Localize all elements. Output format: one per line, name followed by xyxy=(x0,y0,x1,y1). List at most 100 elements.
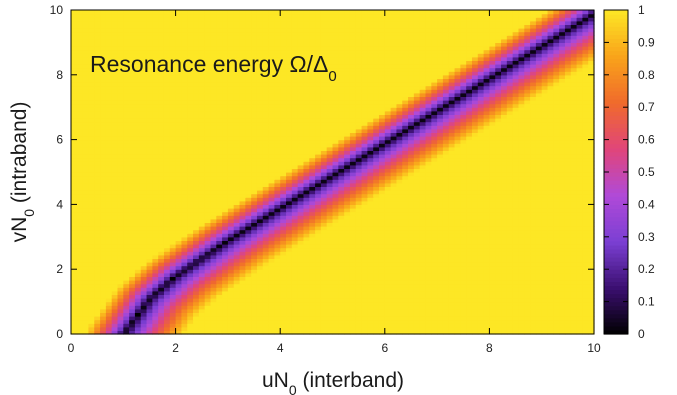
heatmap-cell xyxy=(222,276,229,281)
heatmap-cell xyxy=(262,276,270,281)
heatmap-cell xyxy=(152,301,159,306)
heatmap-cell xyxy=(390,211,398,216)
heatmap-cell xyxy=(239,258,246,263)
heatmap-cell xyxy=(111,186,119,191)
heatmap-cell xyxy=(198,146,206,151)
heatmap-cell xyxy=(82,150,90,155)
heatmap-cell xyxy=(94,193,101,198)
heatmap-cell xyxy=(326,280,334,285)
heatmap-cell xyxy=(111,316,119,321)
heatmap-cell xyxy=(262,251,270,256)
heatmap-cell xyxy=(193,244,200,249)
heatmap-cell xyxy=(134,308,142,313)
heatmap-cell xyxy=(506,200,514,205)
heatmap-cell xyxy=(535,139,543,144)
heatmap-cell xyxy=(268,222,275,227)
heatmap-cell xyxy=(361,161,368,166)
heatmap-cell xyxy=(146,172,153,177)
heatmap-cell xyxy=(169,258,177,263)
heatmap-cell xyxy=(210,154,217,159)
heatmap-cell xyxy=(262,226,270,231)
heatmap-cell xyxy=(460,168,467,173)
heatmap-cell xyxy=(570,240,578,245)
heatmap-cell xyxy=(466,262,473,267)
heatmap-cell xyxy=(582,240,589,245)
heatmap-cell xyxy=(320,204,328,209)
heatmap-cell xyxy=(559,240,566,245)
heatmap-cell xyxy=(152,182,159,187)
heatmap-cell xyxy=(396,305,403,310)
heatmap-cell xyxy=(425,218,432,223)
heatmap-cell xyxy=(227,330,235,335)
heatmap-cell xyxy=(466,164,473,169)
heatmap-cell xyxy=(524,276,531,281)
heatmap-cell xyxy=(82,154,90,159)
heatmap-cell xyxy=(297,251,305,256)
heatmap-cell xyxy=(506,190,514,195)
heatmap-cell xyxy=(512,143,520,148)
heatmap-cell xyxy=(187,254,194,259)
heatmap-cell xyxy=(483,308,490,313)
heatmap-cell xyxy=(175,233,183,238)
heatmap-cell xyxy=(361,244,368,249)
heatmap-cell xyxy=(483,136,490,141)
heatmap-cell xyxy=(82,276,90,281)
heatmap-cell xyxy=(268,316,275,321)
heatmap-cell xyxy=(501,254,508,259)
heatmap-cell xyxy=(204,208,212,213)
heatmap-cell xyxy=(530,197,537,202)
heatmap-cell xyxy=(274,251,281,256)
heatmap-cell xyxy=(402,326,409,331)
heatmap-cell xyxy=(425,247,432,252)
heatmap-cell xyxy=(460,172,467,177)
heatmap-cell xyxy=(140,168,148,173)
heatmap-cell xyxy=(245,222,252,227)
heatmap-cell xyxy=(88,240,95,245)
heatmap-cell xyxy=(483,215,490,220)
heatmap-cell xyxy=(378,301,386,306)
heatmap-cell xyxy=(477,229,485,234)
heatmap-cell xyxy=(286,294,293,299)
heatmap-cell xyxy=(431,283,438,288)
heatmap-cell xyxy=(466,215,473,220)
heatmap-cell xyxy=(530,294,537,299)
heatmap-cell xyxy=(71,305,78,310)
heatmap-cell xyxy=(582,179,589,184)
heatmap-cell xyxy=(309,330,316,335)
heatmap-cell xyxy=(495,233,502,238)
heatmap-cell xyxy=(251,262,258,267)
heatmap-cell xyxy=(210,172,217,177)
heatmap-cell xyxy=(158,208,165,213)
heatmap-cell xyxy=(588,254,595,259)
heatmap-cell xyxy=(88,265,95,270)
heatmap-cell xyxy=(187,157,194,162)
heatmap-cell xyxy=(495,150,502,155)
heatmap-cell xyxy=(535,319,543,324)
heatmap-cell xyxy=(76,251,84,256)
heatmap-cell xyxy=(320,330,328,335)
heatmap-cell xyxy=(518,154,525,159)
heatmap-cell xyxy=(297,294,305,299)
heatmap-cell xyxy=(390,222,398,227)
heatmap-cell xyxy=(198,157,206,162)
heatmap-cell xyxy=(286,258,293,263)
heatmap-cell xyxy=(541,229,549,234)
heatmap-cell xyxy=(303,218,310,223)
heatmap-cell xyxy=(402,269,409,274)
heatmap-cell xyxy=(355,150,363,155)
heatmap-cell xyxy=(76,312,84,317)
heatmap-cell xyxy=(535,254,543,259)
heatmap-cell xyxy=(355,280,363,285)
heatmap-cell xyxy=(483,172,490,177)
heatmap-cell xyxy=(454,272,461,277)
heatmap-cell xyxy=(483,154,490,159)
heatmap-cell xyxy=(100,294,107,299)
heatmap-cell xyxy=(280,132,287,137)
heatmap-cell xyxy=(187,150,194,155)
heatmap-cell xyxy=(402,272,409,277)
heatmap-cell xyxy=(547,218,554,223)
heatmap-cell xyxy=(413,236,421,241)
heatmap-cell xyxy=(483,236,490,241)
heatmap-cell xyxy=(437,161,444,166)
heatmap-cell xyxy=(286,229,293,234)
